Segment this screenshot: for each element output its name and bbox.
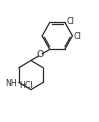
Text: Cl: Cl: [66, 17, 74, 26]
Text: O: O: [37, 50, 44, 59]
Text: Cl: Cl: [74, 32, 81, 41]
Text: HCl: HCl: [19, 81, 33, 90]
Text: NH: NH: [5, 79, 17, 88]
